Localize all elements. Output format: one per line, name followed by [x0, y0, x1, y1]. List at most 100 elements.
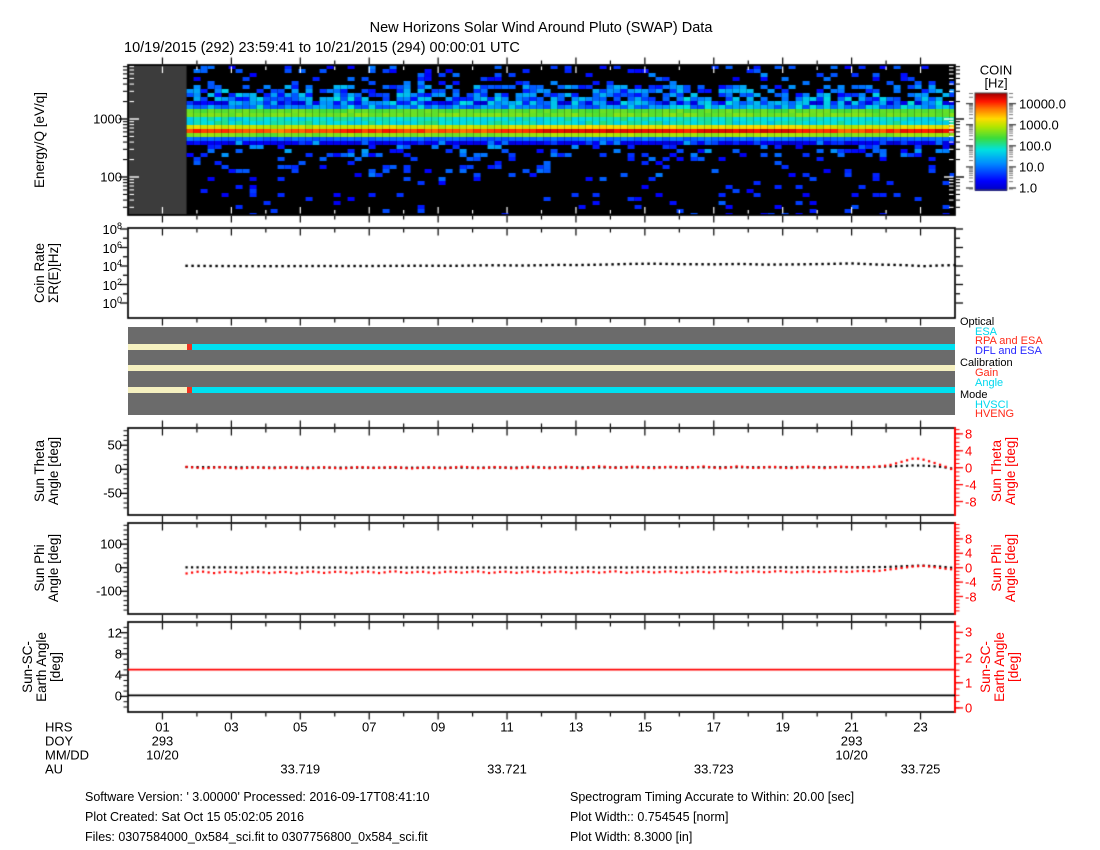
coin-rate-axis-title: Coin Rate ΣR(E)[Hz]	[32, 242, 61, 304]
legend-item-gain: Gain	[975, 366, 999, 379]
sun-sc-earth-axis-title: Sun-SC- Earth Angle [deg]	[20, 632, 63, 702]
legend-item-angle: Angle	[975, 376, 1004, 389]
sun-theta-left-tick: 0	[114, 461, 122, 477]
sun-sc-earth-right-axis-title: Sun-SC- Earth Angle [deg]	[978, 632, 1021, 702]
au-label: 33.719	[280, 761, 321, 777]
sun-theta-left-tick: 50	[107, 437, 122, 453]
footer-plot-width-norm: Plot Width:: 0.754545 [norm]	[570, 810, 729, 824]
hour-label: 19	[775, 719, 790, 735]
status-bar-optical-segment	[186, 344, 192, 350]
mmdd-label: 10/20	[146, 747, 179, 763]
sun-phi-right-tick: -4	[965, 574, 977, 590]
colorbar-title: COIN	[979, 62, 1013, 78]
legend-item-rpa-and-esa: RPA and ESA	[975, 335, 1043, 348]
sun-sc-earth-left-tick: 0	[114, 688, 122, 704]
status-bar-optical-segment	[128, 344, 187, 350]
status-bar-mode-segment	[191, 387, 955, 393]
xaxis-row-label-au: AU	[45, 761, 64, 777]
xaxis-row-label-hrs: HRS	[45, 719, 73, 735]
hour-label: 05	[293, 719, 308, 735]
legend-header-mode: Mode	[960, 389, 988, 402]
legend-header-calibration: Calibration	[960, 357, 1013, 370]
hour-label: 15	[637, 719, 653, 735]
sun-phi-right-tick: 4	[965, 545, 973, 561]
status-bar-calibration-segment	[128, 365, 955, 371]
sun-theta-axis-title: Sun Theta Angle [deg]	[32, 436, 61, 506]
legend-item-esa: ESA	[975, 325, 998, 338]
legend-item-hveng: HVENG	[975, 408, 1015, 421]
mmdd-label: 10/20	[835, 747, 868, 763]
legend-item-hvsci: HVSCI	[975, 398, 1009, 411]
xaxis-row-label-doy: DOY	[45, 733, 74, 749]
sun-phi-right-tick: -8	[965, 589, 977, 604]
au-label: 33.721	[487, 761, 527, 777]
sun-sc-earth-right-tick: 2	[965, 650, 973, 666]
footer-files: Files: 0307584000_0x584_sci.fit to 03077…	[85, 830, 428, 844]
sun-theta-right-tick: -4	[965, 477, 977, 493]
sun-phi-right-axis-title: Sun Phi Angle [deg]	[989, 533, 1018, 603]
legend-item-dfl-and-esa: DFL and ESA	[975, 344, 1042, 357]
sun-theta-left-tick: -50	[103, 485, 122, 501]
sun-phi-axis-title: Sun Phi Angle [deg]	[32, 533, 61, 603]
hour-label: 01	[155, 719, 170, 735]
coin-rate-tick-label: 100	[102, 294, 122, 312]
energy-tick-label: 100	[100, 169, 122, 185]
coin-rate-tick-label: 108	[102, 220, 122, 238]
colorbar-tick-label: 1000.0	[1019, 117, 1059, 133]
status-bar-optical-segment	[191, 344, 955, 350]
hour-label: 11	[500, 719, 514, 735]
sun-theta-right-axis-title: Sun Theta Angle [deg]	[989, 436, 1018, 506]
ops-status-background	[128, 327, 955, 415]
sun-phi-right-tick: 8	[965, 531, 973, 547]
status-bar-mode-segment	[128, 387, 187, 393]
legend-header-optical: Optical	[960, 316, 995, 328]
colorbar-units: [Hz]	[984, 75, 1008, 91]
doy-label: 293	[840, 733, 863, 749]
coin-rate-tick-label: 104	[102, 257, 122, 275]
sun-sc-earth-left-tick: 4	[114, 667, 122, 683]
hour-label: 13	[568, 719, 584, 735]
footer-right-column: Spectrogram Timing Accurate to Within: 2…	[570, 787, 854, 847]
footer-software-version: Software Version: ' 3.00000' Processed: …	[85, 790, 430, 804]
colorbar-tick-label: 10000.0	[1019, 96, 1066, 112]
page-title: New Horizons Solar Wind Around Pluto (SW…	[369, 20, 713, 36]
energy-tick-label: 1000	[93, 111, 122, 127]
footer-plot-width-in: Plot Width: 8.3000 [in]	[570, 830, 693, 844]
sun-theta-right-tick: 4	[965, 443, 973, 459]
sun-theta-right-tick: -8	[965, 494, 977, 510]
doy-label: 293	[151, 733, 174, 749]
sun-phi-left-tick: -100	[95, 583, 122, 599]
au-label: 33.725	[900, 761, 941, 777]
time-range-subtitle: 10/19/2015 (292) 23:59:41 to 10/21/2015 …	[124, 40, 520, 56]
sun-sc-earth-left-tick: 8	[114, 646, 122, 662]
sun-phi-left-tick: 0	[114, 560, 122, 576]
sun-sc-earth-right-tick: 0	[965, 700, 973, 716]
coin-rate-tick-label: 106	[102, 239, 122, 256]
status-legend: Optical ESA RPA and ESA DFL and ESA Cali…	[960, 315, 1100, 420]
sun-sc-earth-right-tick: 1	[965, 675, 973, 691]
footer-plot-created: Plot Created: Sat Oct 15 05:02:05 2016	[85, 810, 304, 824]
status-bar-mode-segment	[186, 387, 192, 393]
energy-axis-title: Energy/Q [eV/q]	[32, 91, 47, 189]
colorbar-tick-label: 1.0	[1019, 180, 1038, 196]
au-label: 33.723	[693, 761, 734, 777]
footer-left-column: Software Version: ' 3.00000' Processed: …	[85, 787, 430, 847]
sun-sc-earth-right-tick: 3	[965, 624, 973, 640]
coin-rate-tick-label: 102	[102, 276, 122, 293]
hour-label: 03	[224, 719, 239, 735]
sun-phi-left-tick: 100	[100, 536, 122, 552]
colorbar-tick-label: 10.0	[1019, 159, 1045, 175]
hour-label: 17	[706, 719, 722, 735]
hour-label: 21	[844, 719, 859, 735]
sun-sc-earth-left-tick: 12	[107, 625, 122, 641]
hour-label: 23	[913, 719, 928, 735]
xaxis-row-label-mmdd: MM/DD	[45, 747, 90, 763]
colorbar-tick-label: 100.0	[1019, 138, 1052, 154]
sun-phi-right-tick: 0	[965, 560, 973, 576]
footer-timing-accuracy: Spectrogram Timing Accurate to Within: 2…	[570, 790, 855, 804]
hour-label: 07	[361, 719, 377, 735]
hour-label: 09	[430, 719, 446, 735]
sun-theta-right-tick: 0	[965, 460, 973, 476]
